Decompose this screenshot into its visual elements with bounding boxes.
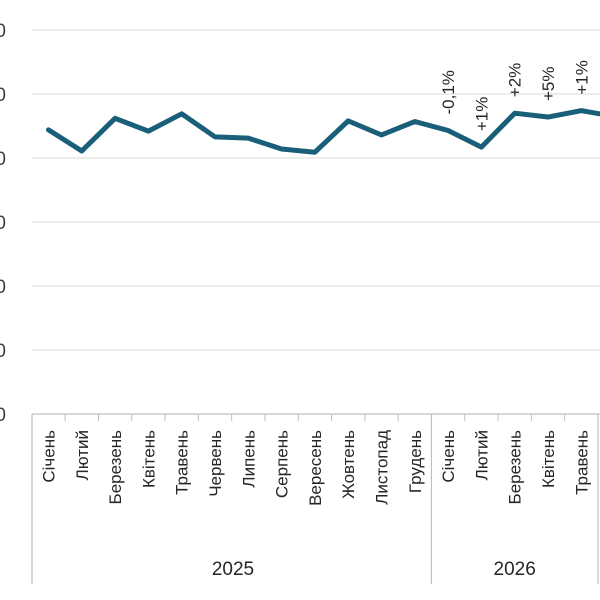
x-tick-label: Червень (206, 430, 225, 497)
data-label: +1% (472, 97, 491, 132)
x-group-label: 2025 (212, 559, 254, 580)
y-tick-label: 0 (0, 405, 6, 426)
data-labels: -0,1% +1% +2% +5% +1% (439, 60, 591, 131)
x-tick-label: Січень (40, 430, 59, 483)
x-tick-label: Травень (173, 430, 192, 495)
x-tick-label: Лютий (472, 430, 491, 480)
y-tick-label: 0 (0, 213, 6, 234)
y-axis-ticks: 0 0 0 0 0 0 0 (0, 21, 6, 426)
x-tick-label: Січень (439, 430, 458, 483)
series-layer (46, 108, 600, 155)
x-tick-label: Квітень (539, 430, 558, 488)
x-tick-label: Серпень (273, 430, 292, 498)
x-axis: Січень Лютий Березень Квітень Травень Червень… (31, 413, 600, 584)
y-tick-label: 0 (0, 149, 6, 170)
x-tick-label: Лютий (73, 430, 92, 480)
y-tick-label: 0 (0, 85, 6, 106)
data-label: +5% (539, 67, 558, 102)
data-label: +2% (506, 63, 525, 98)
x-tick-label: Грудень (406, 430, 425, 493)
x-tick-label: Травень (572, 430, 591, 495)
x-tick-label: Жовтень (339, 430, 358, 499)
x-tick-label: Вересень (306, 430, 325, 506)
data-label: -0,1% (439, 70, 458, 114)
data-label: +1% (572, 60, 591, 95)
y-tick-label: 0 (0, 21, 6, 42)
y-tick-label: 0 (0, 341, 6, 362)
series-line (46, 108, 600, 155)
x-group-label: 2026 (494, 559, 536, 580)
x-tick-label: Липень (239, 430, 258, 488)
y-tick-label: 0 (0, 277, 6, 298)
gridlines (32, 29, 600, 351)
x-tick-label: Березень (106, 430, 125, 505)
x-tick-label: Березень (506, 430, 525, 505)
x-tick-label: Листопад (373, 430, 392, 505)
x-tick-label: Квітень (139, 430, 158, 488)
